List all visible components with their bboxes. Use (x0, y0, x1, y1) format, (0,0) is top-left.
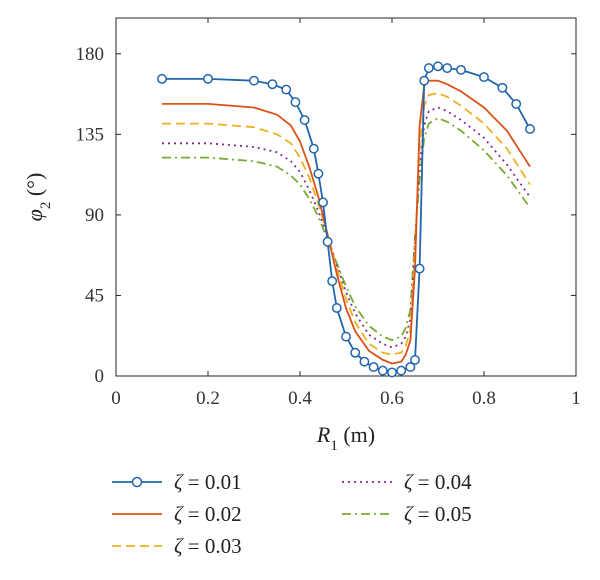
y-axis-label: φ2 (°) (22, 173, 54, 222)
data-point (368, 362, 379, 372)
x-axis: 0 0.2 0.4 0.6 0.8 1 (111, 18, 581, 409)
series-line (162, 79, 531, 365)
x-tick-label: 0.8 (472, 388, 496, 409)
data-point (405, 362, 416, 372)
x-axis-label: R1 (m) (316, 422, 375, 454)
legend-item: ζ = 0.01 (112, 470, 242, 494)
data-point (331, 303, 342, 313)
data-point (308, 143, 319, 154)
series-2 (162, 79, 531, 365)
y-axis: 0 45 90 135 180 (76, 44, 576, 387)
data-point (359, 356, 370, 367)
data-point (281, 84, 292, 95)
legend-label: ζ = 0.01 (174, 470, 242, 494)
data-point (442, 63, 453, 74)
data-point (313, 168, 324, 179)
x-tick-label: 1 (571, 388, 581, 409)
series-line (162, 117, 531, 342)
x-tick-label: 0.2 (196, 388, 220, 409)
legend-marker (131, 476, 143, 488)
series-1 (157, 61, 535, 378)
data-point (299, 115, 310, 125)
data-point (267, 79, 278, 90)
data-point (249, 75, 259, 86)
series-layer (157, 61, 535, 378)
series-4 (162, 106, 531, 349)
y-tick-label: 135 (76, 124, 105, 145)
data-point (525, 124, 535, 134)
y-tick-label: 90 (85, 205, 104, 226)
legend-item: ζ = 0.02 (112, 502, 242, 526)
data-point (387, 367, 397, 378)
data-point (290, 97, 301, 108)
legend-item: ζ = 0.05 (342, 502, 472, 526)
data-point (456, 64, 466, 75)
plot-frame (115, 17, 577, 377)
y-tick-label: 0 (95, 366, 105, 387)
data-point (396, 365, 407, 376)
legend-label: ζ = 0.04 (404, 470, 472, 494)
data-point (377, 365, 388, 376)
data-point (350, 347, 361, 358)
data-point (423, 63, 434, 74)
data-point (433, 61, 443, 72)
series-3 (162, 92, 531, 356)
legend-label: ζ = 0.05 (404, 502, 472, 526)
legend: ζ = 0.01 ζ = 0.02 ζ = 0.03 ζ = 0.04 ζ = 0.05 (112, 470, 472, 558)
x-tick-label: 0 (111, 388, 121, 409)
data-point (203, 73, 213, 84)
plot-area: 0 0.2 0.4 0.6 0.8 1 0 45 90 135 180 (76, 17, 581, 409)
data-point (341, 331, 351, 342)
legend-item: ζ = 0.04 (342, 470, 472, 494)
data-point (419, 75, 430, 86)
data-point (479, 72, 489, 83)
y-tick-label: 180 (76, 44, 105, 65)
legend-label: ζ = 0.02 (174, 502, 242, 526)
data-point (497, 82, 508, 93)
series-line (162, 106, 531, 349)
x-tick-label: 0.6 (380, 388, 404, 409)
data-point (414, 263, 425, 274)
data-point (157, 73, 167, 84)
data-point (318, 197, 328, 208)
series-line (162, 92, 531, 356)
legend-label: ζ = 0.03 (174, 534, 242, 558)
data-point (327, 276, 338, 287)
legend-item: ζ = 0.03 (112, 534, 242, 558)
series-5 (162, 117, 531, 342)
x-tick-label: 0.4 (288, 388, 312, 409)
series-line (162, 65, 531, 374)
y-tick-label: 45 (85, 285, 104, 306)
data-point (511, 98, 522, 109)
data-point (410, 354, 420, 365)
data-point (322, 236, 333, 247)
